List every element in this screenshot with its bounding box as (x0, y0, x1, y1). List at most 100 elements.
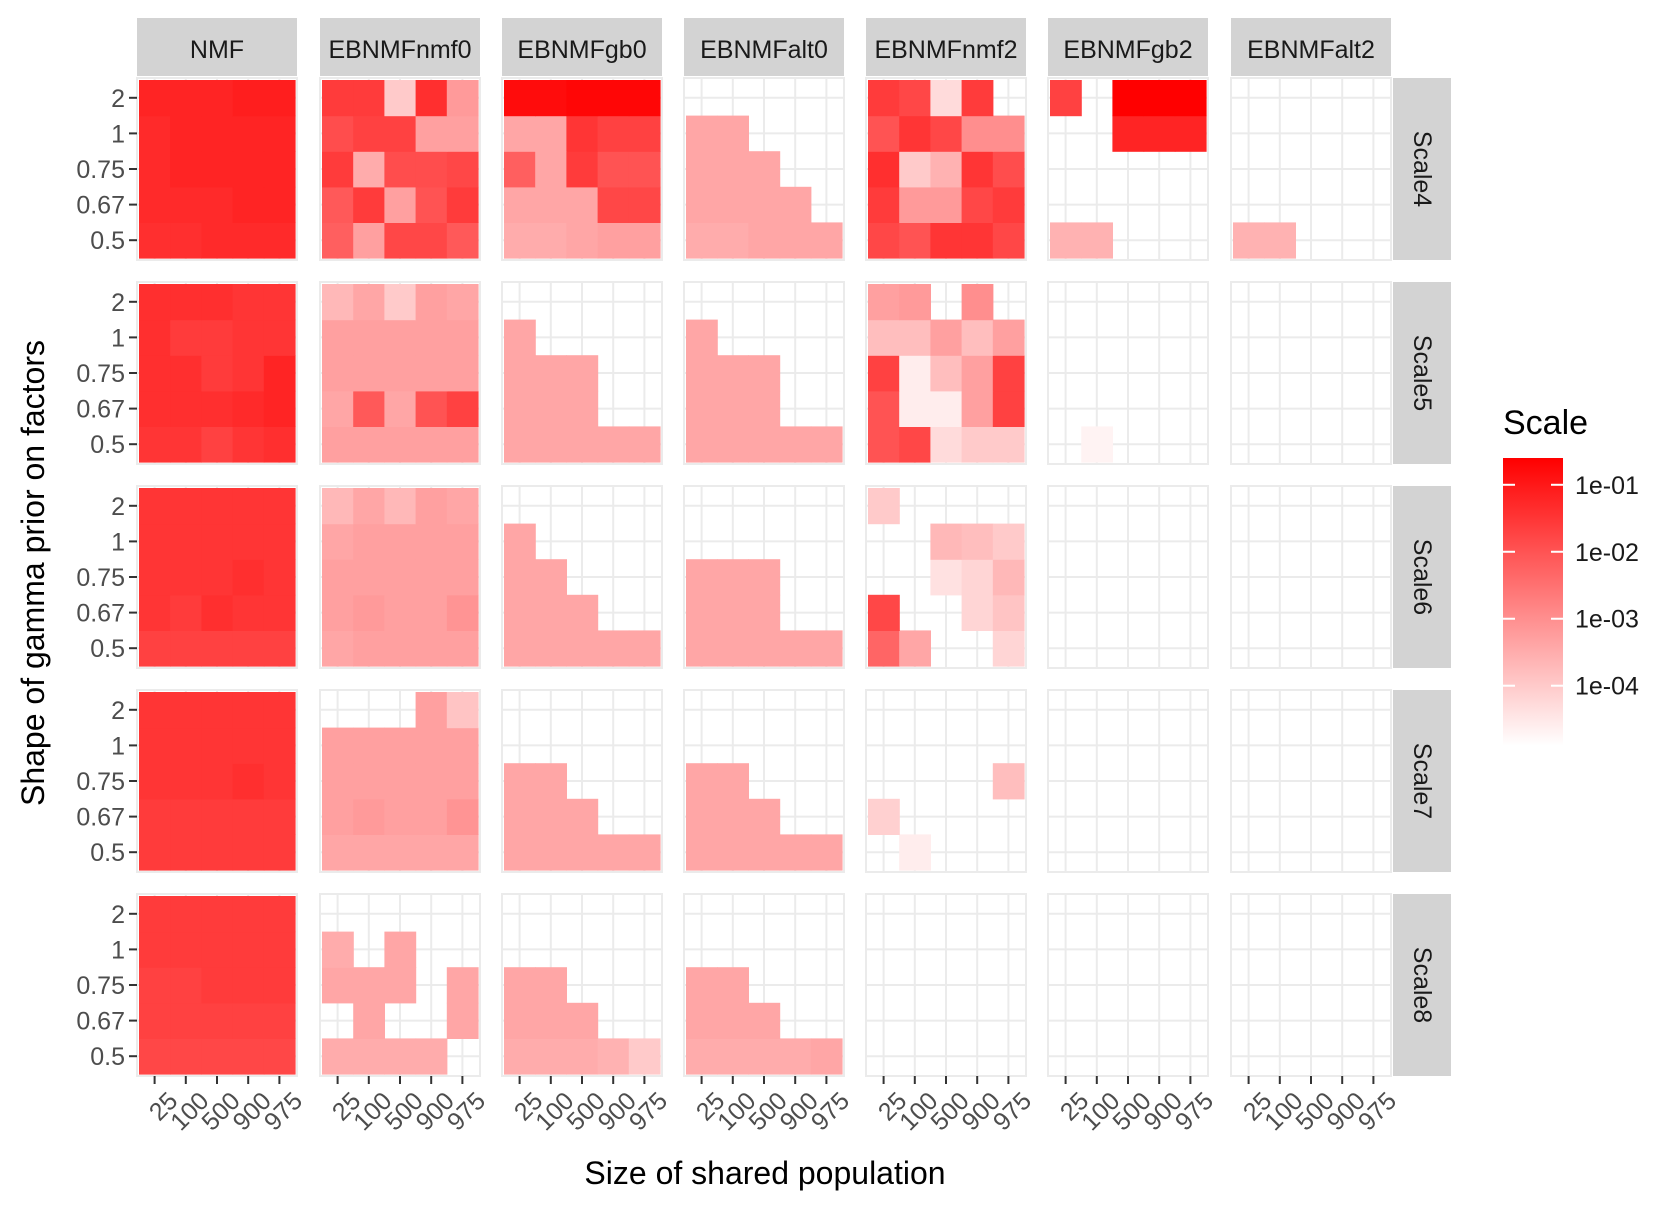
heatmap-cell (263, 559, 296, 596)
y-tick-label: 1 (111, 732, 125, 760)
heatmap-cell (139, 559, 171, 596)
panel-scale6-ebnmfnmf2 (865, 485, 1027, 669)
column-strip-ebnmfnmf0 (320, 18, 480, 76)
legend-break-label: 1e-02 (1575, 539, 1639, 567)
heatmap-cell (566, 1038, 599, 1075)
heatmap-cell (232, 834, 265, 871)
panel-border (501, 77, 663, 261)
heatmap-cell (930, 523, 963, 560)
heatmap-cell (504, 1038, 536, 1075)
heatmap-cell (1264, 222, 1296, 259)
panel-border (319, 485, 481, 669)
heatmap-cell (201, 1002, 234, 1039)
heatmap-cell (263, 319, 296, 356)
heatmap-cell (263, 692, 296, 729)
heatmap-cell (1112, 115, 1145, 152)
heatmap-cell (263, 1038, 296, 1075)
heatmap-cell (504, 115, 536, 152)
heatmap-cell (628, 222, 661, 259)
heatmap-cell (686, 594, 718, 631)
heatmap-cell (170, 896, 202, 933)
heatmap-cell (810, 1038, 843, 1075)
heatmap-cell (446, 115, 479, 152)
panel-scale6-ebnmfalt2 (1230, 485, 1392, 669)
panel-scale7-ebnmfalt0 (683, 689, 845, 873)
heatmap-cell (170, 355, 202, 392)
heatmap-cell (446, 692, 479, 729)
heatmap-cell (628, 80, 661, 117)
heatmap-cell (139, 727, 171, 764)
heatmap-cell (810, 222, 843, 259)
heatmap-cell (232, 523, 265, 560)
heatmap-cell (779, 222, 812, 259)
heatmap-cell (748, 390, 781, 427)
heatmap-cell (992, 559, 1025, 596)
heatmap-cell (686, 222, 718, 259)
y-tick-label: 0.75 (76, 156, 125, 184)
heatmap-cell (597, 186, 630, 223)
heatmap-cell (961, 115, 994, 152)
heatmap-cell (717, 834, 749, 871)
heatmap-cell (446, 488, 479, 525)
heatmap-cell (415, 1038, 448, 1075)
heatmap-cell (415, 222, 448, 259)
heatmap-cell (322, 80, 354, 117)
panel-scale7-ebnmfgb2 (1047, 689, 1209, 873)
heatmap-cell (597, 630, 630, 667)
heatmap-cell (384, 630, 417, 667)
heatmap-cell (717, 186, 749, 223)
heatmap-cell (868, 319, 900, 356)
heatmap-cell (263, 426, 296, 463)
heatmap-cell (597, 115, 630, 152)
heatmap-cell (686, 798, 718, 835)
y-tick-label: 2 (111, 289, 125, 317)
heatmap-cell (535, 115, 567, 152)
heatmap-cell (992, 222, 1025, 259)
panel-border (319, 77, 481, 261)
y-tick-label: 2 (111, 493, 125, 521)
column-strip-ebnmfgb2 (1048, 18, 1208, 76)
heatmap-cell (566, 115, 599, 152)
heatmap-cell (353, 1038, 385, 1075)
heatmap-cell (535, 834, 567, 871)
heatmap-cell (263, 896, 296, 933)
heatmap-cell (170, 523, 202, 560)
column-strip-label: EBNMFgb0 (517, 36, 646, 64)
heatmap-cell (686, 426, 718, 463)
heatmap-cell (353, 488, 385, 525)
heatmap-cell (201, 523, 234, 560)
heatmap-cell (263, 222, 296, 259)
heatmap-cell (868, 355, 900, 392)
heatmap-cell (263, 284, 296, 321)
heatmap-cell (201, 488, 234, 525)
heatmap-cell (139, 594, 171, 631)
row-strip-scale6 (1393, 486, 1451, 668)
heatmap-cell (353, 284, 385, 321)
heatmap-cell (686, 967, 718, 1004)
heatmap-cell (170, 594, 202, 631)
panel-scale8-ebnmfgb2 (1047, 893, 1209, 1077)
heatmap-cell (201, 355, 234, 392)
heatmap-cell (566, 355, 599, 392)
heatmap-cell (628, 1038, 661, 1075)
panel-scale4-nmf (136, 77, 298, 261)
heatmap-cell (446, 186, 479, 223)
panel-border (865, 689, 1027, 873)
heatmap-cell (535, 594, 567, 631)
heatmap-cell (353, 798, 385, 835)
heatmap-cell (170, 426, 202, 463)
heatmap-cell (1174, 80, 1207, 117)
heatmap-cell (322, 222, 354, 259)
heatmap-cell (201, 284, 234, 321)
heatmap-cell (263, 594, 296, 631)
heatmap-cell (232, 594, 265, 631)
heatmap-cell (446, 763, 479, 800)
heatmap-cell (899, 319, 931, 356)
heatmap-cell (446, 426, 479, 463)
heatmap-cell (139, 931, 171, 968)
heatmap-cell (717, 390, 749, 427)
heatmap-cell (263, 80, 296, 117)
strip-layer: NMF EBNMFnmf0 EBNMFgb0 EBNMFalt0 EBNMFnmf2 EB… (137, 18, 1451, 1076)
panel-scale5-ebnmfalt2 (1230, 281, 1392, 465)
